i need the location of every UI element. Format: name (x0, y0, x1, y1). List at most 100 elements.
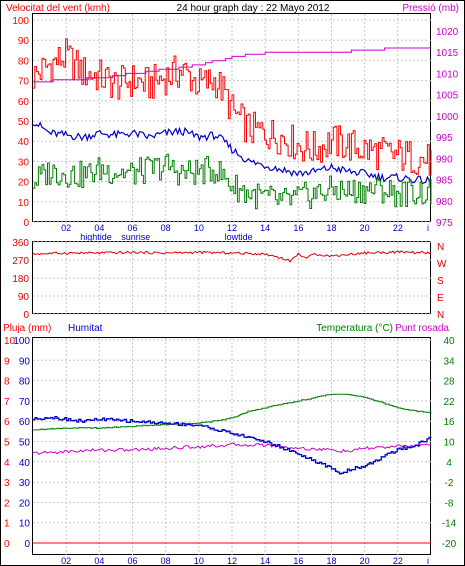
wind-x-tick-label: 10 (194, 223, 204, 233)
wind-x-marker-label: hightide (80, 232, 112, 242)
wind-x-tick-label: 18 (326, 223, 336, 233)
wind-x-tick-label: 06 (127, 223, 137, 233)
pressure-title: Pressió (mb) (402, 3, 459, 14)
wind-y-tick-label: 40 (18, 137, 30, 148)
wind-y-tick-label: 60 (18, 97, 30, 108)
temperature-title: Temperatura (°C) (316, 323, 393, 334)
humidity-y-tick-label: 50 (19, 438, 31, 449)
direction-y-tick-label: 180 (12, 274, 29, 285)
wind-x-tick-label: 08 (161, 223, 171, 233)
wind-x-tick-label: 20 (360, 223, 370, 233)
wind-y-tick-label: 0 (23, 218, 29, 229)
humidity-y-tick-label: 40 (19, 458, 31, 469)
wind-y-tick-label: 50 (18, 117, 30, 128)
pressure-y-tick-label: 1010 (436, 69, 459, 80)
temp-x-tick-label: 06 (127, 556, 137, 566)
rain-y-tick-label: 0 (4, 539, 10, 550)
rain-y-tick-label: 9 (4, 356, 10, 367)
temp-y-tick-label: 40 (443, 336, 455, 347)
wind-x-tick-label: 22 (393, 223, 403, 233)
temp-y-tick-label: -8 (445, 498, 454, 509)
humidity-title: Humitat (68, 323, 103, 334)
temp-y-tick-label: -2 (445, 478, 454, 489)
wind-series-avg (32, 121, 432, 185)
temp-x-tick-label: 16 (293, 556, 303, 566)
wind-x-marker-label: sunrise (121, 232, 150, 242)
humidity-y-tick-label: 90 (19, 356, 31, 367)
pressure-y-tick-label: 975 (436, 218, 453, 229)
temp-x-tick-label: 04 (94, 556, 104, 566)
rain-y-tick-label: 8 (4, 377, 10, 388)
direction-y-tick-label: 360 (12, 238, 29, 249)
wind-y-tick-label: 20 (18, 178, 30, 189)
temp-y-tick-label: 4 (446, 458, 452, 469)
wind-y-tick-label: 30 (18, 157, 30, 168)
wind-y-tick-label: 90 (18, 36, 30, 47)
pressure-y-tick-label: 980 (436, 197, 453, 208)
compass-label: S (437, 276, 444, 287)
temp-x-tick-label: 10 (194, 556, 204, 566)
temp-y-tick-label: 16 (443, 417, 455, 428)
wind-x-tick-label: 12 (227, 223, 237, 233)
wind-title: Velocitat del vent (kmh) (6, 3, 110, 14)
pressure-y-tick-label: 1005 (436, 91, 459, 102)
rain-y-tick-label: 3 (4, 478, 10, 489)
direction-series (32, 250, 432, 263)
temp-x-tick-label: 12 (227, 556, 237, 566)
pressure-y-tick-label: 1000 (436, 112, 459, 123)
wind-x-end-marker: i (427, 223, 429, 233)
temp-y-tick-label: 10 (443, 438, 455, 449)
wind-series-gust (33, 38, 432, 176)
temp-x-tick-label: 14 (260, 556, 270, 566)
temp-y-tick-label: 28 (443, 377, 455, 388)
humidity-y-tick-label: 30 (19, 478, 31, 489)
temp-x-tick-label: 02 (61, 556, 71, 566)
temp-y-tick-label: -20 (442, 539, 457, 550)
rain-y-tick-label: 5 (4, 438, 10, 449)
pressure-y-tick-label: 995 (436, 133, 453, 144)
pressure-y-tick-label: 985 (436, 176, 453, 187)
wind-x-tick-label: 04 (94, 223, 104, 233)
temp-y-tick-label: -14 (442, 519, 457, 530)
rain-y-tick-label: 1 (4, 519, 10, 530)
pressure-y-tick-label: 1020 (436, 27, 459, 38)
temp-series-temperature (33, 393, 432, 431)
compass-label: W (437, 259, 447, 270)
wind-y-tick-label: 10 (18, 198, 30, 209)
rain-y-tick-label: 4 (4, 458, 10, 469)
pressure-y-tick-label: 990 (436, 154, 453, 165)
wind-series-pressure (33, 47, 431, 83)
direction-y-tick-label: 0 (23, 310, 29, 321)
dewpoint-title: Punt rosada (395, 323, 449, 334)
temp-y-tick-label: 22 (443, 397, 455, 408)
graph-title: 24 hour graph day : 22 Mayo 2012 (177, 3, 330, 14)
humidity-y-tick-label: 100 (13, 336, 30, 347)
rain-y-tick-label: 2 (4, 498, 10, 509)
humidity-y-tick-label: 70 (19, 397, 31, 408)
rain-title: Pluja (mm) (3, 323, 51, 334)
wind-x-marker-label: lowtide (225, 232, 253, 242)
temp-x-tick-label: 18 (326, 556, 336, 566)
pressure-y-tick-label: 1015 (436, 48, 459, 59)
wind-series-low (33, 153, 432, 210)
humidity-y-tick-label: 0 (24, 539, 30, 550)
wind-y-tick-label: 70 (18, 77, 30, 88)
temp-y-tick-label: 34 (443, 356, 455, 367)
rain-y-tick-label: 7 (4, 397, 10, 408)
compass-label: N (437, 310, 444, 321)
humidity-y-tick-label: 10 (19, 519, 31, 530)
wind-x-tick-label: 02 (61, 223, 71, 233)
temp-x-tick-label: 20 (360, 556, 370, 566)
direction-y-tick-label: 270 (12, 256, 29, 267)
humidity-y-tick-label: 60 (19, 417, 31, 428)
wind-x-tick-label: 14 (260, 223, 270, 233)
temp-x-tick-label: 22 (393, 556, 403, 566)
temp-series-humidity (33, 416, 432, 475)
humidity-y-tick-label: 80 (19, 377, 31, 388)
temp-x-tick-label: 08 (161, 556, 171, 566)
wind-x-tick-label: 16 (293, 223, 303, 233)
